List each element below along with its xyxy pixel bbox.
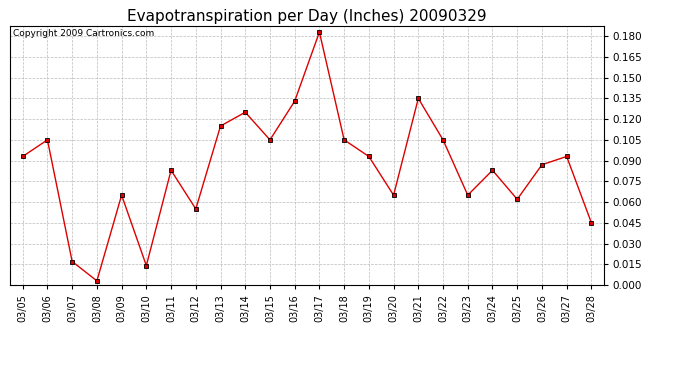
Title: Evapotranspiration per Day (Inches) 20090329: Evapotranspiration per Day (Inches) 2009… [127, 9, 487, 24]
Text: Copyright 2009 Cartronics.com: Copyright 2009 Cartronics.com [13, 29, 155, 38]
